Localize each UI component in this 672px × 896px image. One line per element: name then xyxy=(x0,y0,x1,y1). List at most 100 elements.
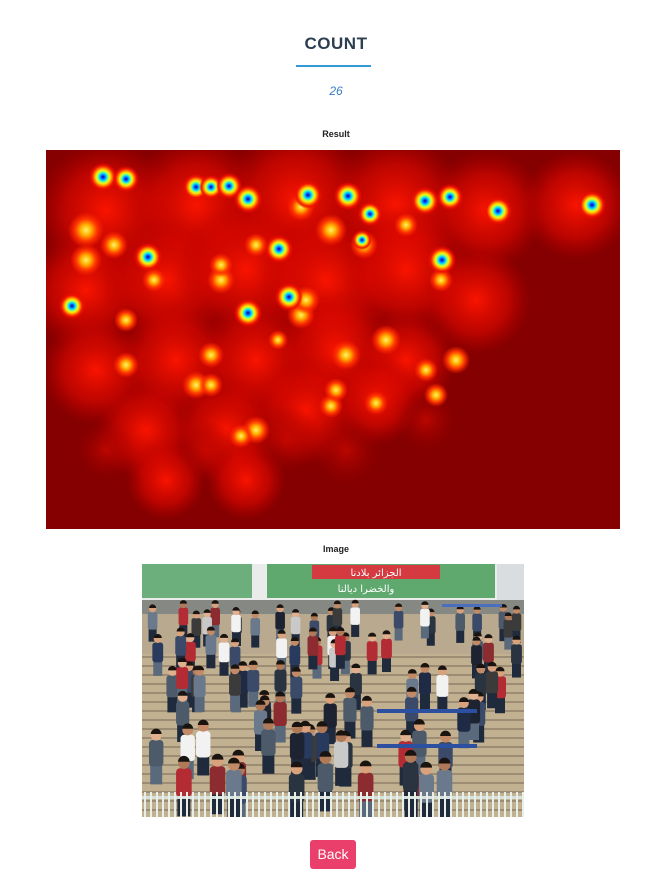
person-figure xyxy=(229,664,242,711)
person-figure xyxy=(350,599,360,637)
heat-peak xyxy=(59,293,85,319)
banner-text-bottom: والخضرا ديالنا xyxy=(338,584,395,595)
person-figure xyxy=(360,695,374,747)
result-label: Result xyxy=(322,129,350,139)
person-figure xyxy=(196,719,211,776)
density-heatmap xyxy=(46,150,620,529)
crowd-people xyxy=(147,599,522,817)
person-figure xyxy=(307,627,319,670)
heat-warm-spot xyxy=(429,268,453,292)
heatmap-canvas xyxy=(46,150,620,529)
heat-peak xyxy=(428,246,456,274)
heat-peak xyxy=(265,235,293,263)
heat-warm-spot xyxy=(70,244,102,276)
front-fence xyxy=(142,792,524,817)
heat-glow xyxy=(521,150,620,260)
heat-warm-spot xyxy=(324,378,348,402)
person-figure xyxy=(455,605,466,643)
person-figure xyxy=(253,699,268,751)
person-figure xyxy=(147,604,158,642)
heat-warm-spot xyxy=(100,231,128,259)
person-figure xyxy=(288,761,305,817)
heat-dim xyxy=(176,420,236,480)
heat-warm-spot xyxy=(114,308,138,332)
heat-peak xyxy=(294,181,322,209)
person-figure xyxy=(218,633,230,676)
person-figure xyxy=(503,612,514,650)
banner-red-strip xyxy=(312,565,440,579)
person-figure xyxy=(273,691,287,743)
heat-warm-spot xyxy=(364,391,388,415)
heat-peak xyxy=(484,197,512,225)
heat-peak xyxy=(234,299,262,327)
person-figure xyxy=(247,660,260,707)
person-figure xyxy=(176,755,192,817)
heat-warm-spot xyxy=(199,373,223,397)
person-figure xyxy=(250,610,261,648)
heat-warm-spot xyxy=(142,268,166,292)
person-figure xyxy=(471,636,482,679)
heat-warm-spot xyxy=(229,424,253,448)
person-figure xyxy=(323,692,337,745)
heat-warm-spot xyxy=(268,330,288,350)
heat-dim xyxy=(311,415,381,485)
person-figure xyxy=(210,600,220,638)
heat-dim xyxy=(76,420,136,480)
person-figure xyxy=(261,718,276,774)
image-label: Image xyxy=(322,544,349,554)
person-figure xyxy=(333,730,349,786)
heat-warm-spot xyxy=(113,352,139,378)
heat-peak xyxy=(437,184,463,210)
person-figure xyxy=(486,661,499,709)
heat-peak xyxy=(352,230,372,250)
person-figure xyxy=(193,665,206,713)
heatmap-hot-layer xyxy=(59,163,606,327)
heat-warm-spot xyxy=(331,340,361,370)
heat-warm-spot xyxy=(371,325,401,355)
heat-peak xyxy=(578,191,606,219)
person-figure xyxy=(457,697,471,749)
person-figure xyxy=(290,667,303,714)
person-figure xyxy=(357,760,374,817)
crowd-photo: الجزائر بلادنا والخضرا ديالنا xyxy=(142,564,524,817)
person-figure xyxy=(402,749,419,811)
heat-warm-spot xyxy=(209,253,233,277)
blue-barrier xyxy=(377,604,502,748)
heat-peak xyxy=(113,166,139,192)
heat-warm-spot xyxy=(414,358,438,382)
person-figure xyxy=(191,610,202,648)
person-figure xyxy=(366,632,378,675)
person-figure xyxy=(166,665,179,713)
heat-warm-spot xyxy=(315,214,347,246)
person-figure xyxy=(152,633,164,676)
person-figure xyxy=(231,607,241,645)
heat-warm-spot xyxy=(198,342,224,368)
heat-warm-spot xyxy=(394,213,418,237)
person-figure xyxy=(393,603,404,641)
heat-peak xyxy=(334,182,362,210)
person-figure xyxy=(176,690,190,742)
crowd-photo-canvas: الجزائر بلادنا والخضرا ديالنا xyxy=(142,564,524,817)
title-underline xyxy=(296,65,371,67)
person-figure xyxy=(148,728,164,785)
person-figure xyxy=(226,757,242,817)
heat-warm-spot xyxy=(424,383,448,407)
person-figure xyxy=(418,662,431,710)
page-title: COUNT xyxy=(304,34,368,53)
heat-peak xyxy=(411,187,439,215)
heat-peak xyxy=(275,283,303,311)
heat-warm-spot xyxy=(244,233,268,257)
person-figure xyxy=(381,630,392,673)
count-value: 26 xyxy=(329,84,343,98)
person-figure xyxy=(317,750,334,812)
person-figure xyxy=(334,626,346,669)
person-figure xyxy=(436,665,449,712)
heatmap-glow-layer xyxy=(46,150,620,520)
person-figure xyxy=(511,635,522,678)
heat-peak xyxy=(234,185,262,213)
back-button[interactable]: Back xyxy=(310,840,356,869)
person-figure xyxy=(420,601,430,639)
heat-peak xyxy=(89,163,117,191)
person-figure xyxy=(343,687,357,739)
